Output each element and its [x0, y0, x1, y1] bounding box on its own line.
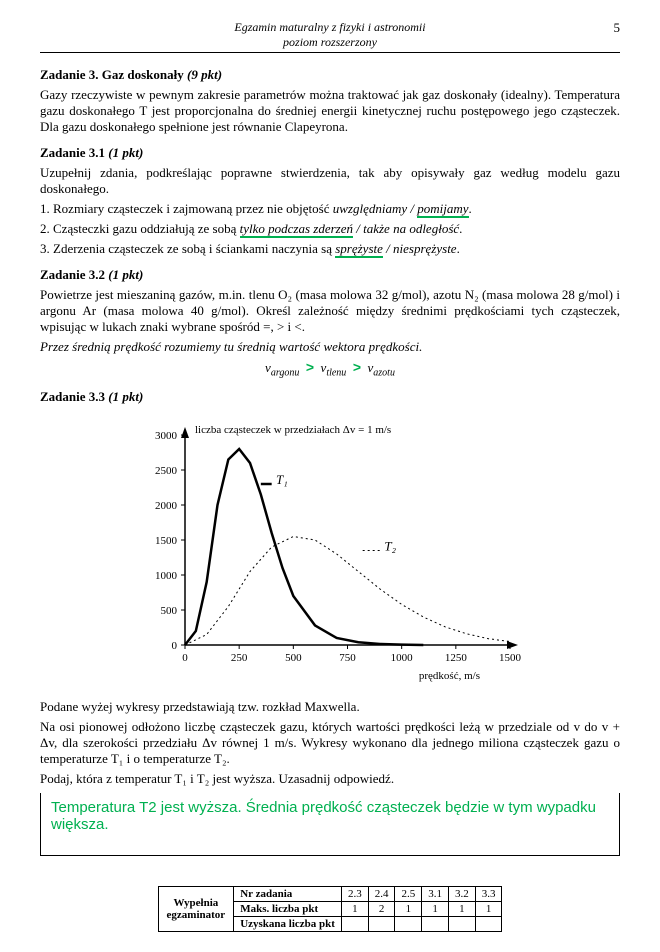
svg-text:500: 500	[285, 652, 302, 664]
task3-1-title-text: Zadanie 3.1	[40, 145, 105, 160]
s2-sep: /	[353, 221, 363, 236]
r2c4: 1	[422, 901, 449, 916]
r2c1: 1	[341, 901, 368, 916]
page-header: Egzamin maturalny z fizyki i astronomii …	[40, 20, 620, 53]
svg-text:prędkość, m/s: prędkość, m/s	[419, 670, 480, 682]
header-line2: poziom rozszerzony	[283, 35, 377, 49]
task3-intro: Gazy rzeczywiste w pewnym zakresie param…	[40, 87, 620, 135]
r1c2: 2.4	[368, 886, 395, 901]
task3-2-title: Zadanie 3.2 (1 pkt)	[40, 267, 620, 283]
task3-3-title: Zadanie 3.3 (1 pkt)	[40, 389, 620, 405]
task3-1-statement-2: 2. Cząsteczki gazu oddziałują ze sobą ty…	[40, 221, 620, 237]
svg-text:750: 750	[339, 652, 356, 664]
header-line1: Egzamin maturalny z fizyki i astronomii	[234, 20, 425, 34]
v-tlenu-sub: tlenu	[326, 368, 346, 379]
task3-3-title-text: Zadanie 3.3	[40, 389, 105, 404]
svg-text:T₁: T₁	[276, 472, 288, 487]
answerp-text: Temperatura T2 jest wyższa. Średnia pręd…	[51, 799, 596, 833]
r3c3	[395, 916, 422, 931]
row-got-label: Uzyskana liczba pkt	[234, 916, 342, 931]
svg-text:2000: 2000	[155, 500, 178, 512]
gt2: >	[353, 359, 361, 375]
s2-end: .	[459, 221, 462, 236]
task3-1-statement-3: 3. Zderzenia cząsteczek ze sobą i ściank…	[40, 241, 620, 257]
s1-opt1: uwzględniamy	[333, 201, 407, 216]
maxwell-chart: 0 500 1000 1500 2000 2500 3000 0 250 500 750 1000 12…	[130, 415, 530, 689]
svg-text:1500: 1500	[155, 535, 178, 547]
gt1: >	[306, 359, 314, 375]
task3-2-points: (1 pkt)	[108, 267, 143, 282]
s1-prefix: 1. Rozmiary cząsteczek i zajmowaną przez…	[40, 201, 333, 216]
task3-1-points: (1 pkt)	[108, 145, 143, 160]
task3-3-desc2: Na osi pionowej odłożono liczbę cząstecz…	[40, 719, 620, 767]
svg-text:250: 250	[231, 652, 248, 664]
task3-title-text: Zadanie 3. Gaz doskonały	[40, 67, 184, 82]
r2c6: 1	[475, 901, 502, 916]
page-number: 5	[600, 20, 620, 50]
examiner-label-2: egzaminator	[167, 909, 226, 921]
v-argonu-sub: argonu	[271, 368, 300, 379]
svg-text:2500: 2500	[155, 465, 178, 477]
r3c5	[448, 916, 475, 931]
r3c2	[368, 916, 395, 931]
svg-text:1250: 1250	[445, 652, 468, 664]
row-nr-label: Nr zadania	[234, 886, 342, 901]
s1-opt2: pomijamy	[417, 201, 468, 218]
row-max-label: Maks. liczba pkt	[234, 901, 342, 916]
task3-3-points: (1 pkt)	[108, 389, 143, 404]
header-title: Egzamin maturalny z fizyki i astronomii …	[60, 20, 600, 50]
s1-sep: /	[407, 201, 417, 216]
task3-1-statement-1: 1. Rozmiary cząsteczek i zajmowaną przez…	[40, 201, 620, 217]
svg-text:0: 0	[172, 640, 178, 652]
r1c4: 3.1	[422, 886, 449, 901]
r3c1	[341, 916, 368, 931]
task3-2-text: Powietrze jest mieszaniną gazów, m.in. t…	[40, 287, 620, 335]
s3-opt2: niesprężyste	[393, 241, 457, 256]
r1c6: 3.3	[475, 886, 502, 901]
r1c5: 3.2	[448, 886, 475, 901]
s2-opt2: także na odległość	[363, 221, 459, 236]
svg-text:500: 500	[161, 605, 178, 617]
svg-text:1000: 1000	[391, 652, 414, 664]
r2c5: 1	[448, 901, 475, 916]
r1c3: 2.5	[395, 886, 422, 901]
svg-text:3000: 3000	[155, 430, 178, 442]
task3-2-note: Przez średnią prędkość rozumiemy tu śred…	[40, 339, 620, 355]
r2c3: 1	[395, 901, 422, 916]
task3-points: (9 pkt)	[187, 67, 222, 82]
task3-title: Zadanie 3. Gaz doskonały (9 pkt)	[40, 67, 620, 83]
s3-opt1: sprężyste	[335, 241, 383, 258]
answer-box: Temperatura T2 jest wyższa. Średnia pręd…	[40, 793, 620, 856]
task3-1-intro: Uzupełnij zdania, podkreślając poprawne …	[40, 165, 620, 197]
examiner-table: Wypełnia egzaminator Nr zadania 2.3 2.4 …	[158, 886, 503, 932]
svg-text:0: 0	[182, 652, 188, 664]
s1-end: .	[469, 201, 472, 216]
r3c6	[475, 916, 502, 931]
svg-text:liczba cząsteczek w przedziała: liczba cząsteczek w przedziałach Δv = 1 …	[195, 424, 391, 436]
chart-svg: 0 500 1000 1500 2000 2500 3000 0 250 500 750 1000 12…	[130, 415, 530, 685]
s2-opt1: tylko podczas zderzeń	[240, 221, 353, 238]
examiner-label-1: Wypełnia	[173, 897, 218, 909]
s2-prefix: 2. Cząsteczki gazu oddziałują ze sobą	[40, 221, 240, 236]
task3-3-desc3: Podaj, która z temperatur T₁ i T₂ jest w…	[40, 771, 620, 787]
s3-end: .	[457, 241, 460, 256]
svg-text:T₂: T₂	[384, 538, 396, 553]
examiner-label: Wypełnia egzaminator	[158, 886, 234, 931]
r1c1: 2.3	[341, 886, 368, 901]
r2c2: 2	[368, 901, 395, 916]
task3-2-title-text: Zadanie 3.2	[40, 267, 105, 282]
r3c4	[422, 916, 449, 931]
svg-text:1500: 1500	[499, 652, 522, 664]
svg-text:1000: 1000	[155, 570, 178, 582]
s3-sep: /	[383, 241, 393, 256]
task3-3-desc1: Podane wyżej wykresy przedstawiają tzw. …	[40, 699, 620, 715]
v-azotu-sub: azotu	[373, 368, 395, 379]
task3-1-title: Zadanie 3.1 (1 pkt)	[40, 145, 620, 161]
task3-2-relation: vargonu > vtlenu > vazotu	[40, 359, 620, 379]
s3-prefix: 3. Zderzenia cząsteczek ze sobą i ściank…	[40, 241, 335, 256]
